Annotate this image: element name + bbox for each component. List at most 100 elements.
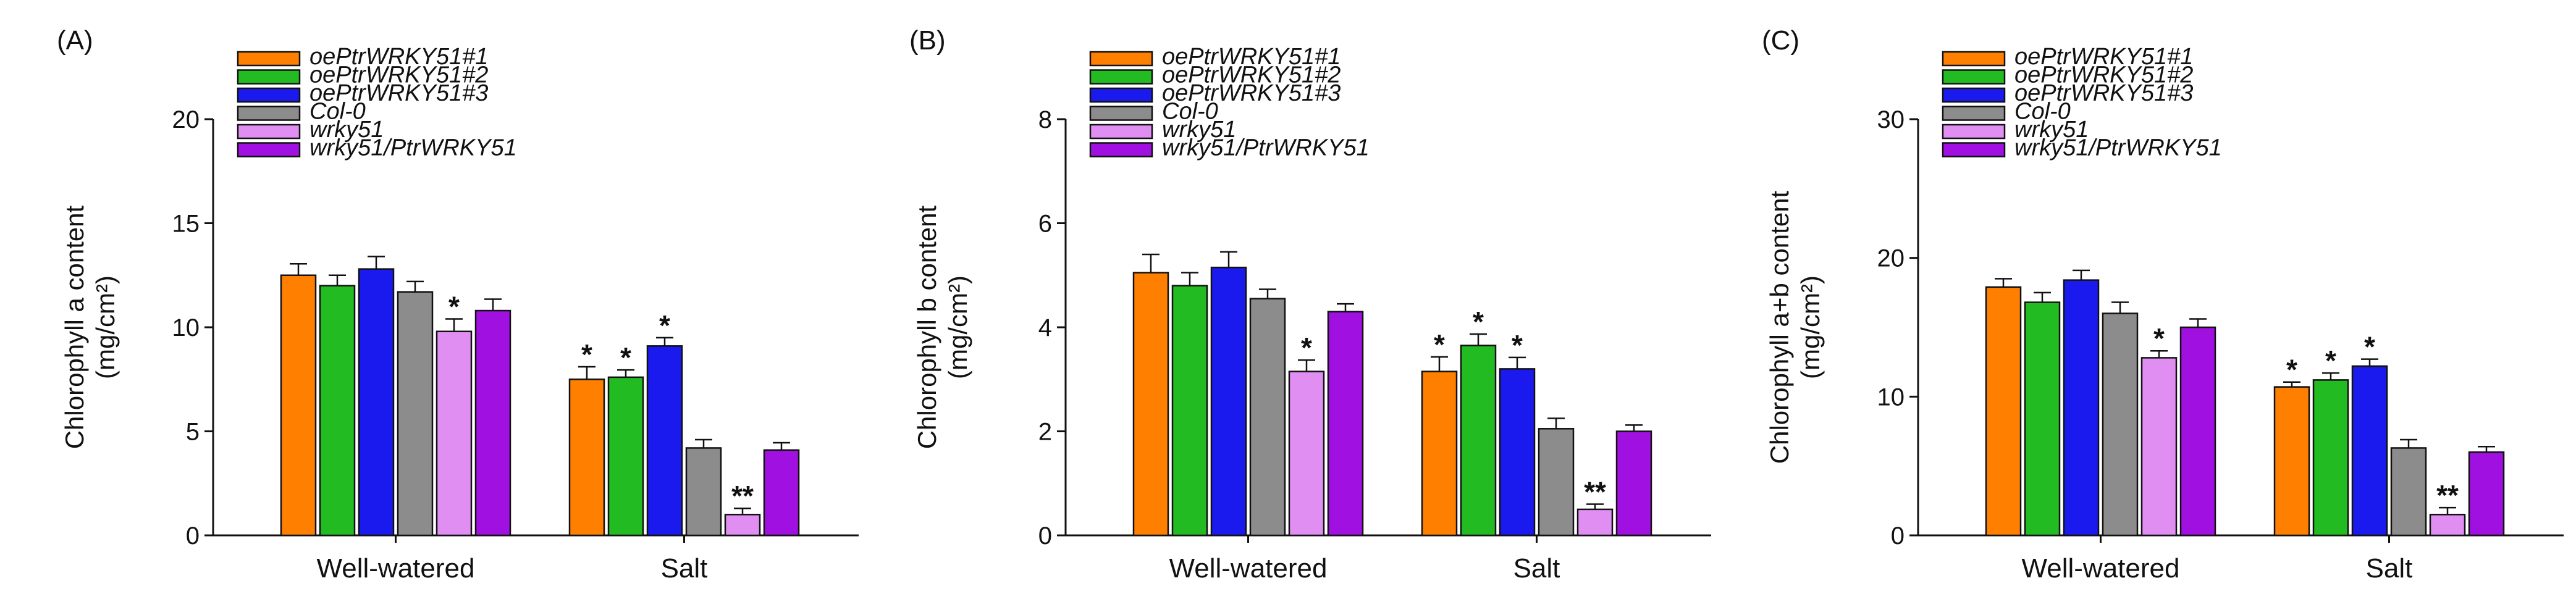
panel-label: (A): [57, 25, 93, 56]
legend-swatch: [1942, 51, 2006, 67]
legend-entry: oePtrWRKY51#2: [1162, 62, 1341, 88]
significance-mark: *: [448, 291, 460, 323]
significance-mark: *: [1512, 329, 1523, 361]
bar-oeptrwrky51-1-salt: [1421, 370, 1458, 537]
legend-swatch: [1089, 51, 1153, 67]
y-tick-label: 2: [1038, 419, 1052, 446]
bar-oeptrwrky51-2-salt: [1460, 345, 1497, 537]
legend-entry: Col-0: [309, 99, 366, 125]
y-tick-label: 5: [186, 419, 200, 446]
significance-mark: *: [2286, 354, 2297, 386]
bar-oeptrwrky51-3-salt: [646, 345, 683, 537]
legend-swatch: [237, 106, 301, 121]
bar-wrky51-well-watered: [2140, 357, 2178, 537]
legend-entry: oePtrWRKY51#3: [2014, 80, 2193, 106]
significance-mark: **: [2436, 479, 2459, 511]
y-tick-label: 6: [1038, 211, 1052, 238]
significance-mark: *: [1434, 329, 1445, 361]
x-category-label: Salt: [1513, 553, 1560, 584]
bar-oeptrwrky51-1-well-watered: [1985, 286, 2022, 537]
legend-swatch: [1942, 87, 2006, 103]
bar-wrky51-ptrwrky51-salt: [763, 449, 800, 537]
legend-swatch: [1942, 106, 2006, 121]
bar-col-0-salt: [685, 447, 722, 537]
legend-swatch: [1089, 106, 1153, 121]
legend-swatch: [1089, 87, 1153, 103]
bar-wrky51-ptrwrky51-salt: [1615, 430, 1652, 537]
legend-swatch: [237, 51, 301, 67]
bar-oeptrwrky51-1-salt: [2273, 386, 2310, 537]
legend-swatch: [1089, 69, 1153, 85]
bar-col-0-well-watered: [1249, 298, 1286, 537]
legend-entry: wrky51/PtrWRKY51: [1162, 135, 1370, 161]
y-tick-label: 20: [1877, 245, 1905, 272]
legend-entry: wrky51/PtrWRKY51: [2014, 135, 2222, 161]
significance-mark: *: [2364, 331, 2375, 363]
legend-entry: oePtrWRKY51#1: [309, 44, 488, 70]
legend-swatch: [237, 69, 301, 85]
legend-entry: wrky51: [1162, 117, 1236, 143]
x-category-label: Well-watered: [2022, 553, 2180, 584]
y-tick-label: 10: [172, 314, 200, 341]
bar-oeptrwrky51-2-well-watered: [1171, 285, 1208, 537]
x-category-label: Well-watered: [317, 553, 475, 584]
panel-label: (C): [1762, 25, 1799, 56]
y-tick-label: 30: [1877, 106, 1905, 133]
legend-swatch: [237, 123, 301, 140]
bar-wrky51-salt: [1576, 508, 1614, 537]
y-tick-label: 0: [186, 522, 200, 550]
bar-oeptrwrky51-2-salt: [2312, 379, 2349, 537]
significance-mark: *: [581, 338, 592, 370]
x-category-label: Salt: [2366, 553, 2413, 584]
y-axis-label: Chlorophyll a+b content: [1765, 190, 1794, 464]
bar-oeptrwrky51-3-salt: [2351, 365, 2388, 537]
legend-swatch: [1942, 142, 2006, 157]
legend-entry: oePtrWRKY51#1: [1162, 44, 1341, 70]
significance-mark: *: [1473, 306, 1484, 338]
legend-entry: Col-0: [1162, 99, 1218, 125]
legend-swatch: [1942, 123, 2006, 140]
bar-wrky51-ptrwrky51-well-watered: [474, 309, 511, 537]
chart-panel-2: (B) Chlorophyll b content (mg/cm²) 0 2 4 6 8 * We…: [909, 25, 1711, 584]
y-axis-label: Chlorophyll b content: [912, 205, 941, 449]
y-tick-label: 0: [1038, 522, 1052, 550]
y-tick-label: 4: [1038, 314, 1052, 341]
bar-wrky51-ptrwrky51-well-watered: [2179, 326, 2216, 537]
y-axis-unit: (mg/cm²): [943, 275, 972, 379]
significance-mark: **: [731, 480, 754, 512]
bar-oeptrwrky51-2-well-watered: [2024, 301, 2061, 537]
legend-entry: oePtrWRKY51#3: [1162, 80, 1341, 106]
legend-entry: wrky51: [309, 117, 384, 143]
bar-wrky51-well-watered: [1288, 370, 1325, 537]
legend-entry: oePtrWRKY51#2: [2014, 62, 2193, 88]
panel-label: (B): [909, 25, 946, 56]
significance-mark: **: [1584, 475, 1606, 508]
bar-wrky51-ptrwrky51-salt: [2468, 451, 2505, 537]
y-axis-label: Chlorophyll a content: [60, 205, 89, 449]
y-tick-label: 0: [1891, 522, 1905, 550]
bar-oeptrwrky51-1-well-watered: [1132, 272, 1169, 537]
significance-mark: *: [1301, 332, 1312, 364]
bar-col-0-well-watered: [397, 291, 434, 537]
bar-oeptrwrky51-3-well-watered: [1210, 266, 1247, 537]
significance-mark: *: [2153, 322, 2165, 354]
bar-oeptrwrky51-1-salt: [568, 379, 605, 537]
x-category-label: Salt: [661, 553, 708, 584]
bar-wrky51-salt: [2429, 514, 2466, 537]
legend-swatch: [1089, 142, 1153, 157]
legend-entry: Col-0: [2014, 99, 2071, 125]
legend-entry: wrky51/PtrWRKY51: [309, 135, 517, 161]
bar-wrky51-ptrwrky51-well-watered: [1327, 311, 1364, 537]
legend-swatch: [1089, 123, 1153, 140]
legend-swatch: [237, 87, 301, 103]
y-tick-label: 8: [1038, 106, 1052, 133]
significance-mark: *: [620, 341, 631, 374]
bar-oeptrwrky51-3-well-watered: [358, 268, 395, 537]
y-axis-unit: (mg/cm²): [91, 275, 120, 379]
bar-oeptrwrky51-3-well-watered: [2063, 279, 2100, 537]
y-tick-label: 20: [172, 106, 200, 133]
bar-col-0-salt: [1538, 428, 1575, 537]
y-tick-label: 10: [1877, 383, 1905, 411]
y-axis-unit: (mg/cm²): [1796, 275, 1825, 379]
